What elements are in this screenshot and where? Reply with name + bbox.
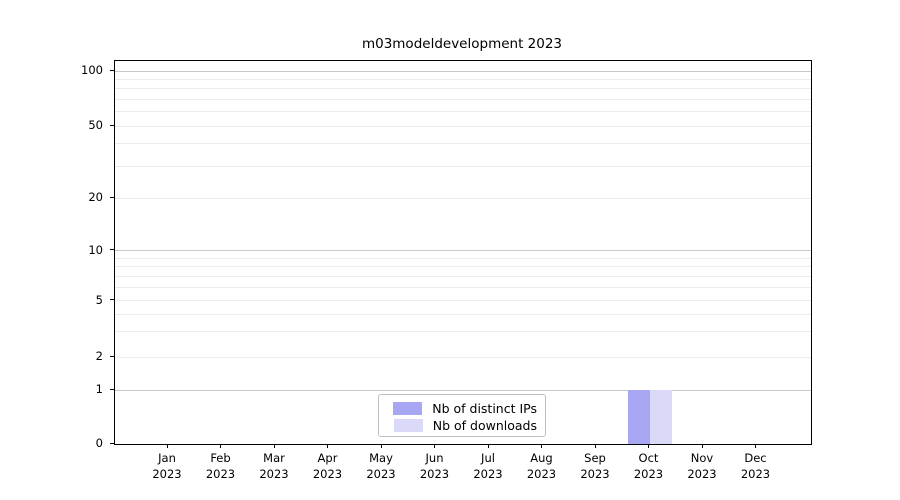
gridline-minor (115, 257, 811, 259)
x-tick-label: Jan 2023 (152, 451, 182, 481)
bar-distinct-ips (627, 390, 650, 444)
y-tick-label: 20 (88, 190, 103, 204)
x-tick-label: Apr 2023 (312, 451, 343, 481)
gridline-minor (115, 300, 811, 301)
x-tick-label: Dec 2023 (740, 451, 771, 481)
x-tick-mark (541, 444, 542, 448)
x-tick-label: Aug 2023 (526, 451, 557, 481)
x-tick-label: Jun 2023 (419, 451, 450, 481)
y-tick-mark (110, 124, 114, 126)
x-tick-label: Feb 2023 (205, 451, 236, 481)
y-tick-mark (110, 69, 114, 71)
legend-item-distinct-ips: Nb of distinct IPs (385, 400, 537, 417)
y-tick-mark (110, 196, 114, 198)
gridline-minor (115, 313, 811, 315)
x-tick-mark (701, 444, 703, 448)
y-tick-label: 2 (95, 349, 103, 363)
y-tick-mark (110, 355, 114, 357)
x-tick-mark (487, 444, 489, 448)
y-tick-label: 0 (95, 436, 103, 450)
y-tick-label: 10 (88, 242, 103, 257)
chart-title: m03modeldevelopment 2023 (361, 36, 563, 52)
x-tick-mark (594, 444, 596, 448)
plot-area: Nb of distinct IPs Nb of downloads (114, 60, 812, 445)
y-tick-label: 5 (95, 292, 103, 307)
gridline-minor (115, 165, 811, 167)
gridline-minor (115, 331, 811, 333)
gridline-minor (115, 143, 811, 145)
x-tick-label: Mar 2023 (259, 451, 289, 481)
legend-label-distinct-ips: Nb of distinct IPs (432, 401, 537, 416)
x-tick-mark (327, 444, 328, 448)
gridline-minor (115, 275, 811, 277)
y-tick-mark (110, 388, 114, 390)
x-tick-label: Sep 2023 (580, 451, 610, 481)
y-tick-mark (110, 249, 114, 250)
x-tick-mark (166, 444, 168, 448)
x-tick-mark (434, 444, 435, 448)
x-tick-label: Jul 2023 (473, 451, 503, 481)
gridline-major (115, 250, 811, 251)
x-tick-mark (380, 444, 382, 448)
x-tick-mark (755, 444, 756, 448)
y-tick-mark (110, 442, 114, 444)
gridline-minor (115, 286, 811, 288)
x-tick-mark (648, 444, 649, 448)
x-tick-label: Oct 2023 (633, 451, 664, 481)
gridline-major (115, 389, 811, 391)
x-tick-label: May 2023 (366, 451, 396, 481)
x-tick-mark (220, 444, 221, 448)
y-tick-label: 100 (81, 63, 103, 77)
gridline-minor (115, 88, 811, 90)
bar-downloads (649, 390, 672, 444)
legend-item-downloads: Nb of downloads (385, 417, 537, 434)
y-tick-mark (110, 299, 114, 300)
x-tick-label: Nov 2023 (687, 451, 717, 481)
y-tick-label: 1 (95, 382, 103, 396)
legend: Nb of distinct IPs Nb of downloads (378, 394, 546, 437)
gridline-minor (115, 197, 811, 199)
gridline-minor (115, 356, 811, 358)
gridline-minor (115, 111, 811, 113)
gridline-minor (115, 78, 811, 80)
gridline-minor (115, 266, 811, 268)
gridline-major (115, 70, 811, 72)
x-tick-mark (273, 444, 275, 448)
gridline-minor (115, 125, 811, 127)
legend-label-downloads: Nb of downloads (432, 418, 537, 433)
legend-swatch-downloads (393, 419, 423, 432)
legend-swatch-distinct-ips (393, 402, 423, 415)
y-tick-label: 50 (88, 118, 103, 132)
gridline-minor (115, 98, 811, 100)
